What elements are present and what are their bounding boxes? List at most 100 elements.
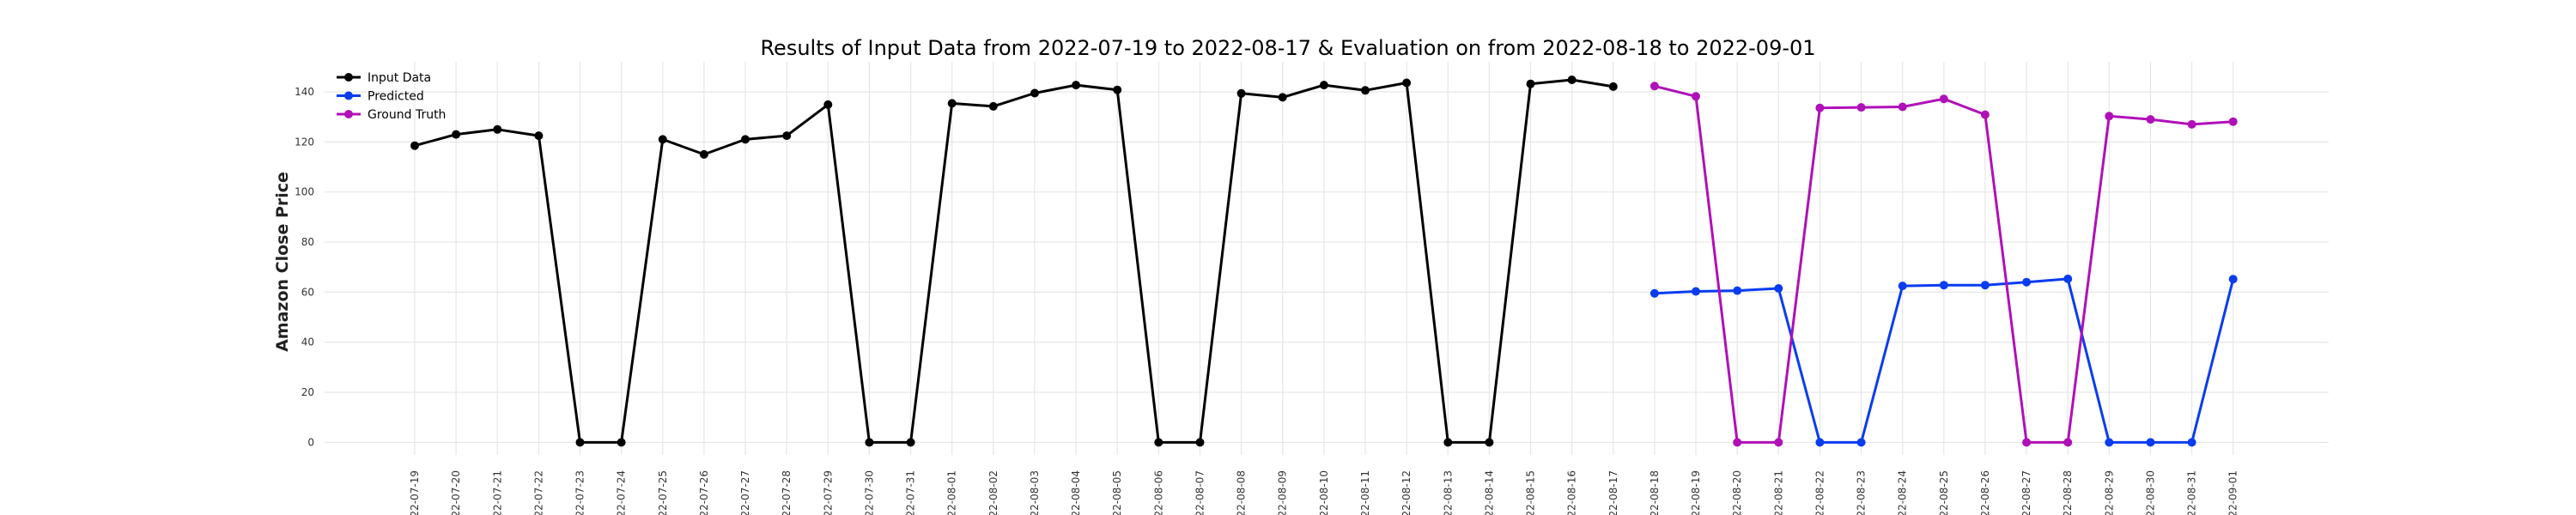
x-tick-label: 22-08-08 <box>1236 470 1248 515</box>
legend-marker <box>344 91 353 100</box>
data-point <box>699 149 708 159</box>
x-tick-label: 22-07-22 <box>532 470 544 515</box>
x-tick-label: 22-08-21 <box>1772 470 1784 515</box>
x-tick-label: 22-08-05 <box>1111 470 1123 515</box>
data-point <box>2146 438 2155 447</box>
data-point <box>1980 281 1990 290</box>
legend-label: Input Data <box>368 71 431 85</box>
series-0 <box>410 76 1618 447</box>
data-point <box>658 135 667 144</box>
data-point <box>410 141 419 150</box>
data-point <box>1195 438 1205 447</box>
x-tick-label: 22-08-29 <box>2103 470 2115 515</box>
data-point <box>1856 438 1866 447</box>
x-tick-label: 22-08-22 <box>1814 470 1826 515</box>
y-tick-label: 0 <box>307 436 314 448</box>
data-point <box>741 135 750 144</box>
x-tick-label: 22-08-18 <box>1649 470 1661 515</box>
data-point <box>2187 438 2196 447</box>
data-point <box>1733 286 1742 295</box>
data-point <box>534 131 544 141</box>
x-tick-label: 22-08-11 <box>1359 470 1371 515</box>
data-point <box>1939 281 1948 290</box>
data-point <box>1980 110 1990 119</box>
data-point <box>1567 76 1577 84</box>
x-tick-label: 22-07-30 <box>863 470 875 515</box>
x-tick-label: 22-08-20 <box>1731 470 1743 515</box>
data-point <box>1361 86 1370 95</box>
x-tick-label: 22-09-01 <box>2227 470 2239 515</box>
x-tick-label: 22-08-07 <box>1194 470 1206 515</box>
series-layer <box>410 76 2238 447</box>
data-point <box>2022 438 2032 447</box>
data-point <box>1485 438 1494 447</box>
data-point <box>1443 438 1453 447</box>
x-tick-label: 22-08-16 <box>1566 470 1578 515</box>
series-line <box>414 78 1614 444</box>
data-point <box>1154 438 1163 447</box>
x-tick-label: 22-07-28 <box>781 470 793 515</box>
x-tick-label: 22-08-04 <box>1070 470 1082 515</box>
data-point <box>452 130 461 139</box>
y-tick-label: 40 <box>301 336 314 348</box>
legend-marker <box>344 73 353 82</box>
data-point <box>1898 282 1907 291</box>
data-point <box>1774 284 1783 293</box>
x-tick-label: 22-08-27 <box>2020 470 2032 515</box>
y-tick-label: 80 <box>301 236 314 248</box>
x-tick-label: 22-07-25 <box>657 470 669 515</box>
x-tick-label: 22-08-03 <box>1029 470 1041 515</box>
x-tick-label: 22-07-21 <box>491 470 503 515</box>
x-tick-label: 22-08-06 <box>1152 470 1164 515</box>
y-tick-label: 140 <box>295 86 314 98</box>
data-point <box>617 438 626 447</box>
series-2 <box>1649 82 2238 447</box>
x-tick-label: 22-08-28 <box>2062 470 2074 515</box>
y-tick-label: 100 <box>295 186 314 198</box>
data-point <box>2063 274 2073 283</box>
chart-title: Results of Input Data from 2022-07-19 to… <box>760 36 1815 60</box>
x-tick-label: 22-08-26 <box>1979 470 1991 515</box>
data-point <box>1236 88 1246 98</box>
x-tick-label: 22-08-19 <box>1690 470 1702 515</box>
legend: Input Data Predicted Ground Truth <box>337 71 446 122</box>
x-tick-label: 22-08-09 <box>1277 470 1289 515</box>
x-tick-label: 22-08-30 <box>2144 470 2156 515</box>
data-point <box>575 438 585 447</box>
data-point <box>988 101 998 111</box>
data-point <box>1319 81 1328 90</box>
data-point <box>865 438 874 447</box>
y-tick-label: 60 <box>301 286 314 298</box>
data-point <box>1278 93 1287 102</box>
data-point <box>1526 79 1535 88</box>
data-point <box>1692 287 1700 296</box>
data-point <box>2105 112 2114 121</box>
x-tick-label: 22-08-14 <box>1483 470 1495 515</box>
x-tick-label: 22-08-02 <box>987 470 999 515</box>
x-tick-label: 22-07-26 <box>698 470 710 515</box>
x-tick-label: 22-08-15 <box>1525 470 1537 515</box>
data-point <box>906 438 915 447</box>
y-tick-label: 120 <box>295 136 314 148</box>
x-tick-label: 22-08-23 <box>1856 470 1868 515</box>
data-point <box>782 131 792 141</box>
data-point <box>1692 92 1700 101</box>
data-point <box>823 100 833 109</box>
x-tick-label: 22-08-17 <box>1607 470 1619 515</box>
data-point <box>1815 438 1825 447</box>
data-point <box>2022 277 2032 287</box>
data-point <box>1939 94 1948 104</box>
data-point <box>1113 85 1122 94</box>
series-1 <box>1649 274 2238 447</box>
x-axis-ticks: 22-07-19 22-07-20 22-07-21 22-07-22 22-07-23… <box>409 470 2239 515</box>
y-tick-label: 20 <box>301 386 314 398</box>
x-tick-label: 22-08-31 <box>2186 470 2198 515</box>
data-point <box>2228 275 2238 284</box>
x-tick-label: 22-07-27 <box>739 470 751 515</box>
data-point <box>2228 117 2238 126</box>
data-point <box>947 99 957 108</box>
data-point <box>1030 88 1039 98</box>
data-point <box>1402 78 1412 88</box>
legend-label: Predicted <box>368 90 424 104</box>
